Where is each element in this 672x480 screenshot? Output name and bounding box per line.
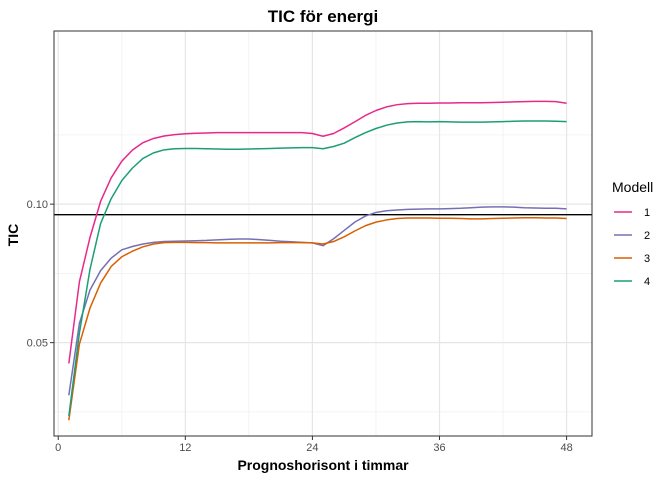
y-tick-label: 0.05	[27, 338, 48, 350]
series-line-modell-1	[68, 100, 567, 364]
y-axis-ticks: 0.05 0.10	[27, 199, 54, 350]
x-tick-label: 0	[55, 442, 61, 454]
series-line-modell-2	[68, 206, 567, 396]
x-tick-label: 36	[433, 442, 445, 454]
series-line-modell-3	[68, 216, 567, 421]
x-axis-title: Prognoshorisont i timmar	[237, 457, 409, 473]
y-axis-title: TIC	[5, 224, 21, 247]
x-tick-label: 12	[179, 442, 191, 454]
legend-title: Modell	[612, 179, 653, 195]
legend-label-modell-4: 4	[644, 276, 650, 288]
x-tick-label: 24	[306, 442, 318, 454]
series-lines	[68, 100, 567, 421]
x-axis-ticks: 0 12 24 36 48	[55, 436, 573, 454]
legend-label-modell-2: 2	[644, 230, 650, 242]
x-tick-label: 48	[560, 442, 572, 454]
series-line-modell-4	[68, 120, 567, 417]
legend-label-modell-1: 1	[644, 207, 650, 219]
chart-title: TIC för energi	[268, 7, 379, 26]
y-tick-label: 0.10	[27, 199, 48, 211]
major-grid	[54, 31, 592, 436]
legend: Modell 1 2 3 4	[612, 179, 653, 288]
minor-grid	[54, 31, 592, 436]
legend-label-modell-3: 3	[644, 253, 650, 265]
plot-panel-border	[53, 30, 593, 437]
